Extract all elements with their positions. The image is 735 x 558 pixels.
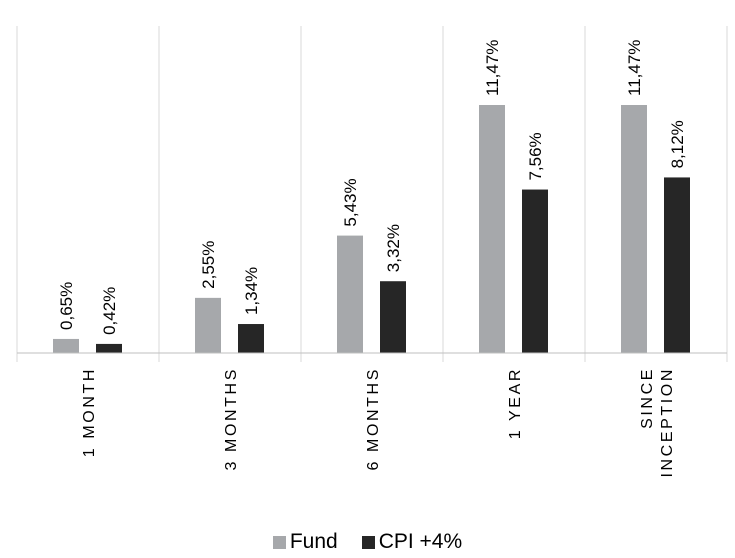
data-label-fund-3: 11,47% (483, 40, 502, 96)
legend-swatch-fund (272, 535, 286, 549)
legend-label-cpi: CPI +4% (378, 530, 463, 553)
category-label-2: 6 MONTHS (365, 367, 382, 470)
bar-chart: 0,65% 2,55% 5,43% 11,47% 11,47% 0,42% 1,34% 3,3… (16, 26, 728, 478)
category-label-4: INCEPTION (659, 367, 676, 478)
legend-item-fund: Fund (272, 530, 338, 554)
bar-fund-2 (337, 235, 363, 353)
data-label-fund-1: 2,55% (199, 241, 218, 289)
data-label-cpi-4: 8,12% (668, 120, 687, 168)
bar-fund-1 (195, 297, 221, 353)
bar-cpi-2 (380, 281, 406, 353)
data-label-fund-4: 11,47% (625, 40, 644, 96)
legend: Fund CPI +4% (0, 530, 735, 554)
data-label-fund-2: 5,43% (341, 178, 360, 226)
bar-cpi-0 (96, 343, 122, 353)
bar-fund-4 (621, 105, 647, 353)
data-label-cpi-1: 1,34% (242, 267, 261, 315)
bar-fund-3 (479, 105, 505, 353)
data-label-cpi-2: 3,32% (384, 224, 403, 272)
bar-fund-0 (53, 338, 79, 353)
category-label-3: 1 YEAR (507, 367, 524, 439)
category-label-1: 3 MONTHS (223, 367, 240, 470)
category-label-0: 1 MONTH (81, 367, 98, 457)
bar-cpi-3 (522, 189, 548, 353)
data-label-cpi-0: 0,42% (100, 287, 119, 335)
bar-cpi-1 (238, 324, 264, 353)
category-label-4: SINCE (639, 367, 656, 429)
data-label-cpi-3: 7,56% (526, 132, 545, 180)
data-label-fund-0: 0,65% (57, 282, 76, 330)
legend-item-cpi: CPI +4% (361, 530, 463, 554)
legend-swatch-cpi (361, 535, 375, 549)
legend-label-fund: Fund (289, 530, 338, 553)
bar-cpi-4 (664, 177, 690, 353)
